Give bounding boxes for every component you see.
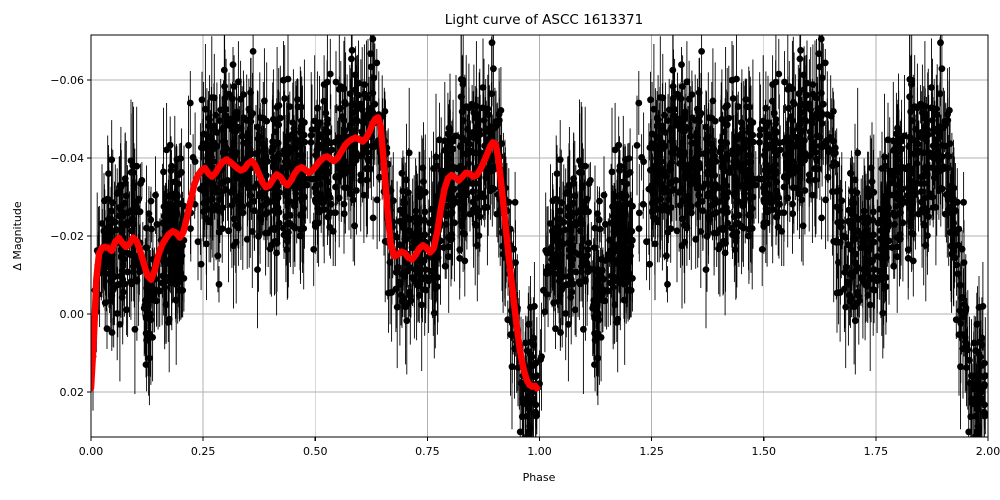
chart-title: Light curve of ASCC 1613371 <box>445 12 643 28</box>
axis-tick-labels: 0.00 0.25 0.50 0.75 1.00 1.25 1.50 1.75 2.00 −0.0… <box>50 74 1000 458</box>
x-tick-label: 0.25 <box>191 445 216 458</box>
x-tick-label: 1.75 <box>864 445 889 458</box>
model-light-curve <box>91 114 541 392</box>
y-tick-label: −0.02 <box>50 230 84 243</box>
x-tick-label: 2.00 <box>976 445 1000 458</box>
x-axis-label: Phase <box>523 471 556 484</box>
x-tick-label: 0.75 <box>415 445 440 458</box>
x-tick-label: 0.00 <box>79 445 104 458</box>
y-tick-label: −0.04 <box>50 152 84 165</box>
y-axis-label: Δ Magnitude <box>11 201 24 271</box>
x-tick-label: 1.25 <box>639 445 664 458</box>
x-tick-label: 1.50 <box>752 445 777 458</box>
y-tick-label: −0.06 <box>50 74 84 87</box>
y-tick-label: 0.00 <box>60 308 85 321</box>
x-tick-label: 0.50 <box>303 445 328 458</box>
x-tick-label: 1.00 <box>527 445 552 458</box>
y-tick-label: 0.02 <box>60 386 85 399</box>
axis-ticks <box>87 79 989 441</box>
